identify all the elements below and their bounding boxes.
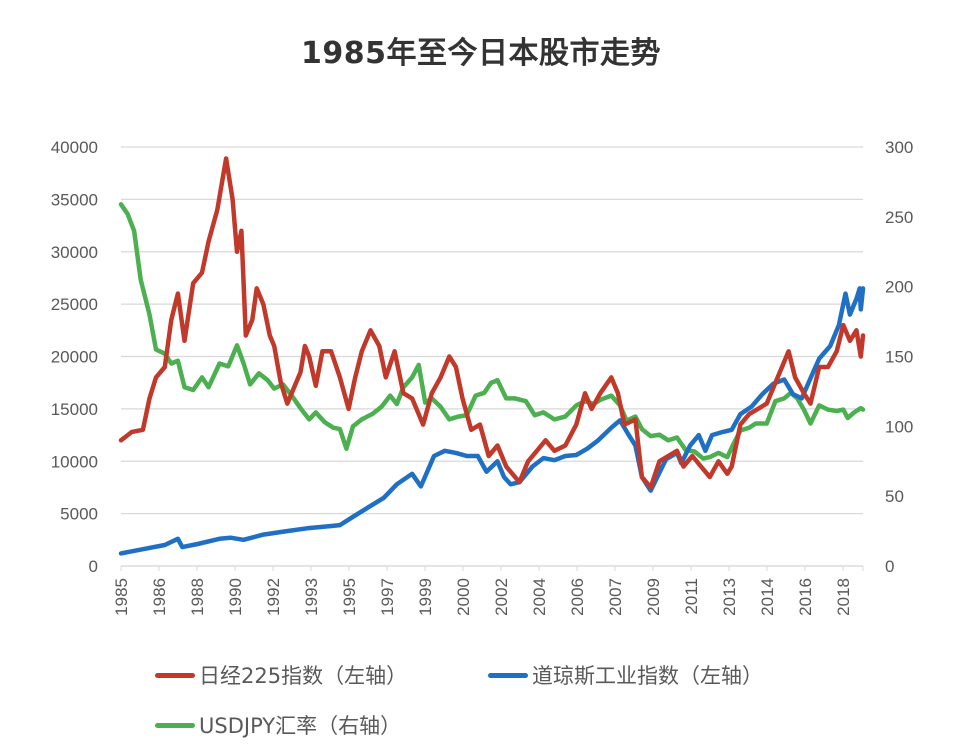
x-tick-label: 1995 <box>340 578 359 616</box>
y-left-tick-label: 40000 <box>51 138 98 157</box>
legend-swatch-red <box>155 672 195 678</box>
y-right-tick-label: 200 <box>885 278 913 297</box>
x-tick-label: 1985 <box>112 578 131 616</box>
y-left-tick-label: 15000 <box>51 400 98 419</box>
y-left-tick-label: 20000 <box>51 348 98 367</box>
x-tick-label: 2018 <box>834 578 853 616</box>
legend-swatch-blue <box>488 672 528 678</box>
y-right-tick-label: 300 <box>885 138 913 157</box>
x-tick-label: 2013 <box>720 578 739 616</box>
legend-label: USDJPY汇率（右轴） <box>199 714 402 738</box>
x-tick-label: 1992 <box>264 578 283 616</box>
chart-title: 1985年至今日本股市走势 <box>301 36 661 71</box>
x-tick-label: 2004 <box>530 578 549 616</box>
x-tick-label: 1999 <box>416 578 435 616</box>
y-left-tick-label: 10000 <box>51 452 98 471</box>
y-right-tick-label: 50 <box>885 487 904 506</box>
y-right-tick-label: 100 <box>885 417 913 436</box>
series-line <box>118 286 866 556</box>
series-lines <box>118 156 866 556</box>
legend-label: 日经225指数（左轴） <box>199 664 408 688</box>
x-tick-label: 2009 <box>644 578 663 616</box>
y-right-tick-label: 150 <box>885 348 913 367</box>
series-line <box>118 202 866 461</box>
series-line <box>118 156 866 490</box>
x-tick-label: 1988 <box>188 578 207 616</box>
y-left-tick-label: 0 <box>89 557 98 576</box>
x-axis: 1985 1986 1988 1990 1992 1993 1995 1997 1999 2000… <box>112 565 864 616</box>
y-axis-left: 0 5000 10000 15000 20000 25000 30000 35000 40000 <box>51 138 98 576</box>
legend-item-dow: 道琼斯工业指数（左轴） <box>488 660 763 690</box>
y-right-tick-label: 250 <box>885 208 913 227</box>
y-left-tick-label: 35000 <box>51 190 98 209</box>
y-left-tick-label: 5000 <box>60 505 98 524</box>
y-axis-right: 0 50 100 150 200 250 300 <box>885 138 913 576</box>
x-tick-label: 2000 <box>454 578 473 616</box>
x-tick-label: 1997 <box>378 578 397 616</box>
x-tick-label: 1990 <box>226 578 245 616</box>
x-tick-label: 2002 <box>492 578 511 616</box>
x-tick-label: 2006 <box>568 578 587 616</box>
x-tick-label: 2011 <box>682 578 701 615</box>
y-right-tick-label: 0 <box>885 557 894 576</box>
x-tick-label: 2016 <box>796 578 815 616</box>
legend-item-usdjpy: USDJPY汇率（右轴） <box>155 710 401 740</box>
y-left-tick-label: 30000 <box>51 243 98 262</box>
x-tick-label: 2014 <box>758 578 777 616</box>
legend-item-nikkei: 日经225指数（左轴） <box>155 660 407 690</box>
legend-swatch-green <box>155 722 195 728</box>
x-tick-label: 2007 <box>606 578 625 616</box>
legend-label: 道琼斯工业指数（左轴） <box>532 664 763 688</box>
x-tick-label: 1986 <box>150 578 169 616</box>
x-tick-label: 1993 <box>302 578 321 616</box>
y-left-tick-label: 25000 <box>51 295 98 314</box>
